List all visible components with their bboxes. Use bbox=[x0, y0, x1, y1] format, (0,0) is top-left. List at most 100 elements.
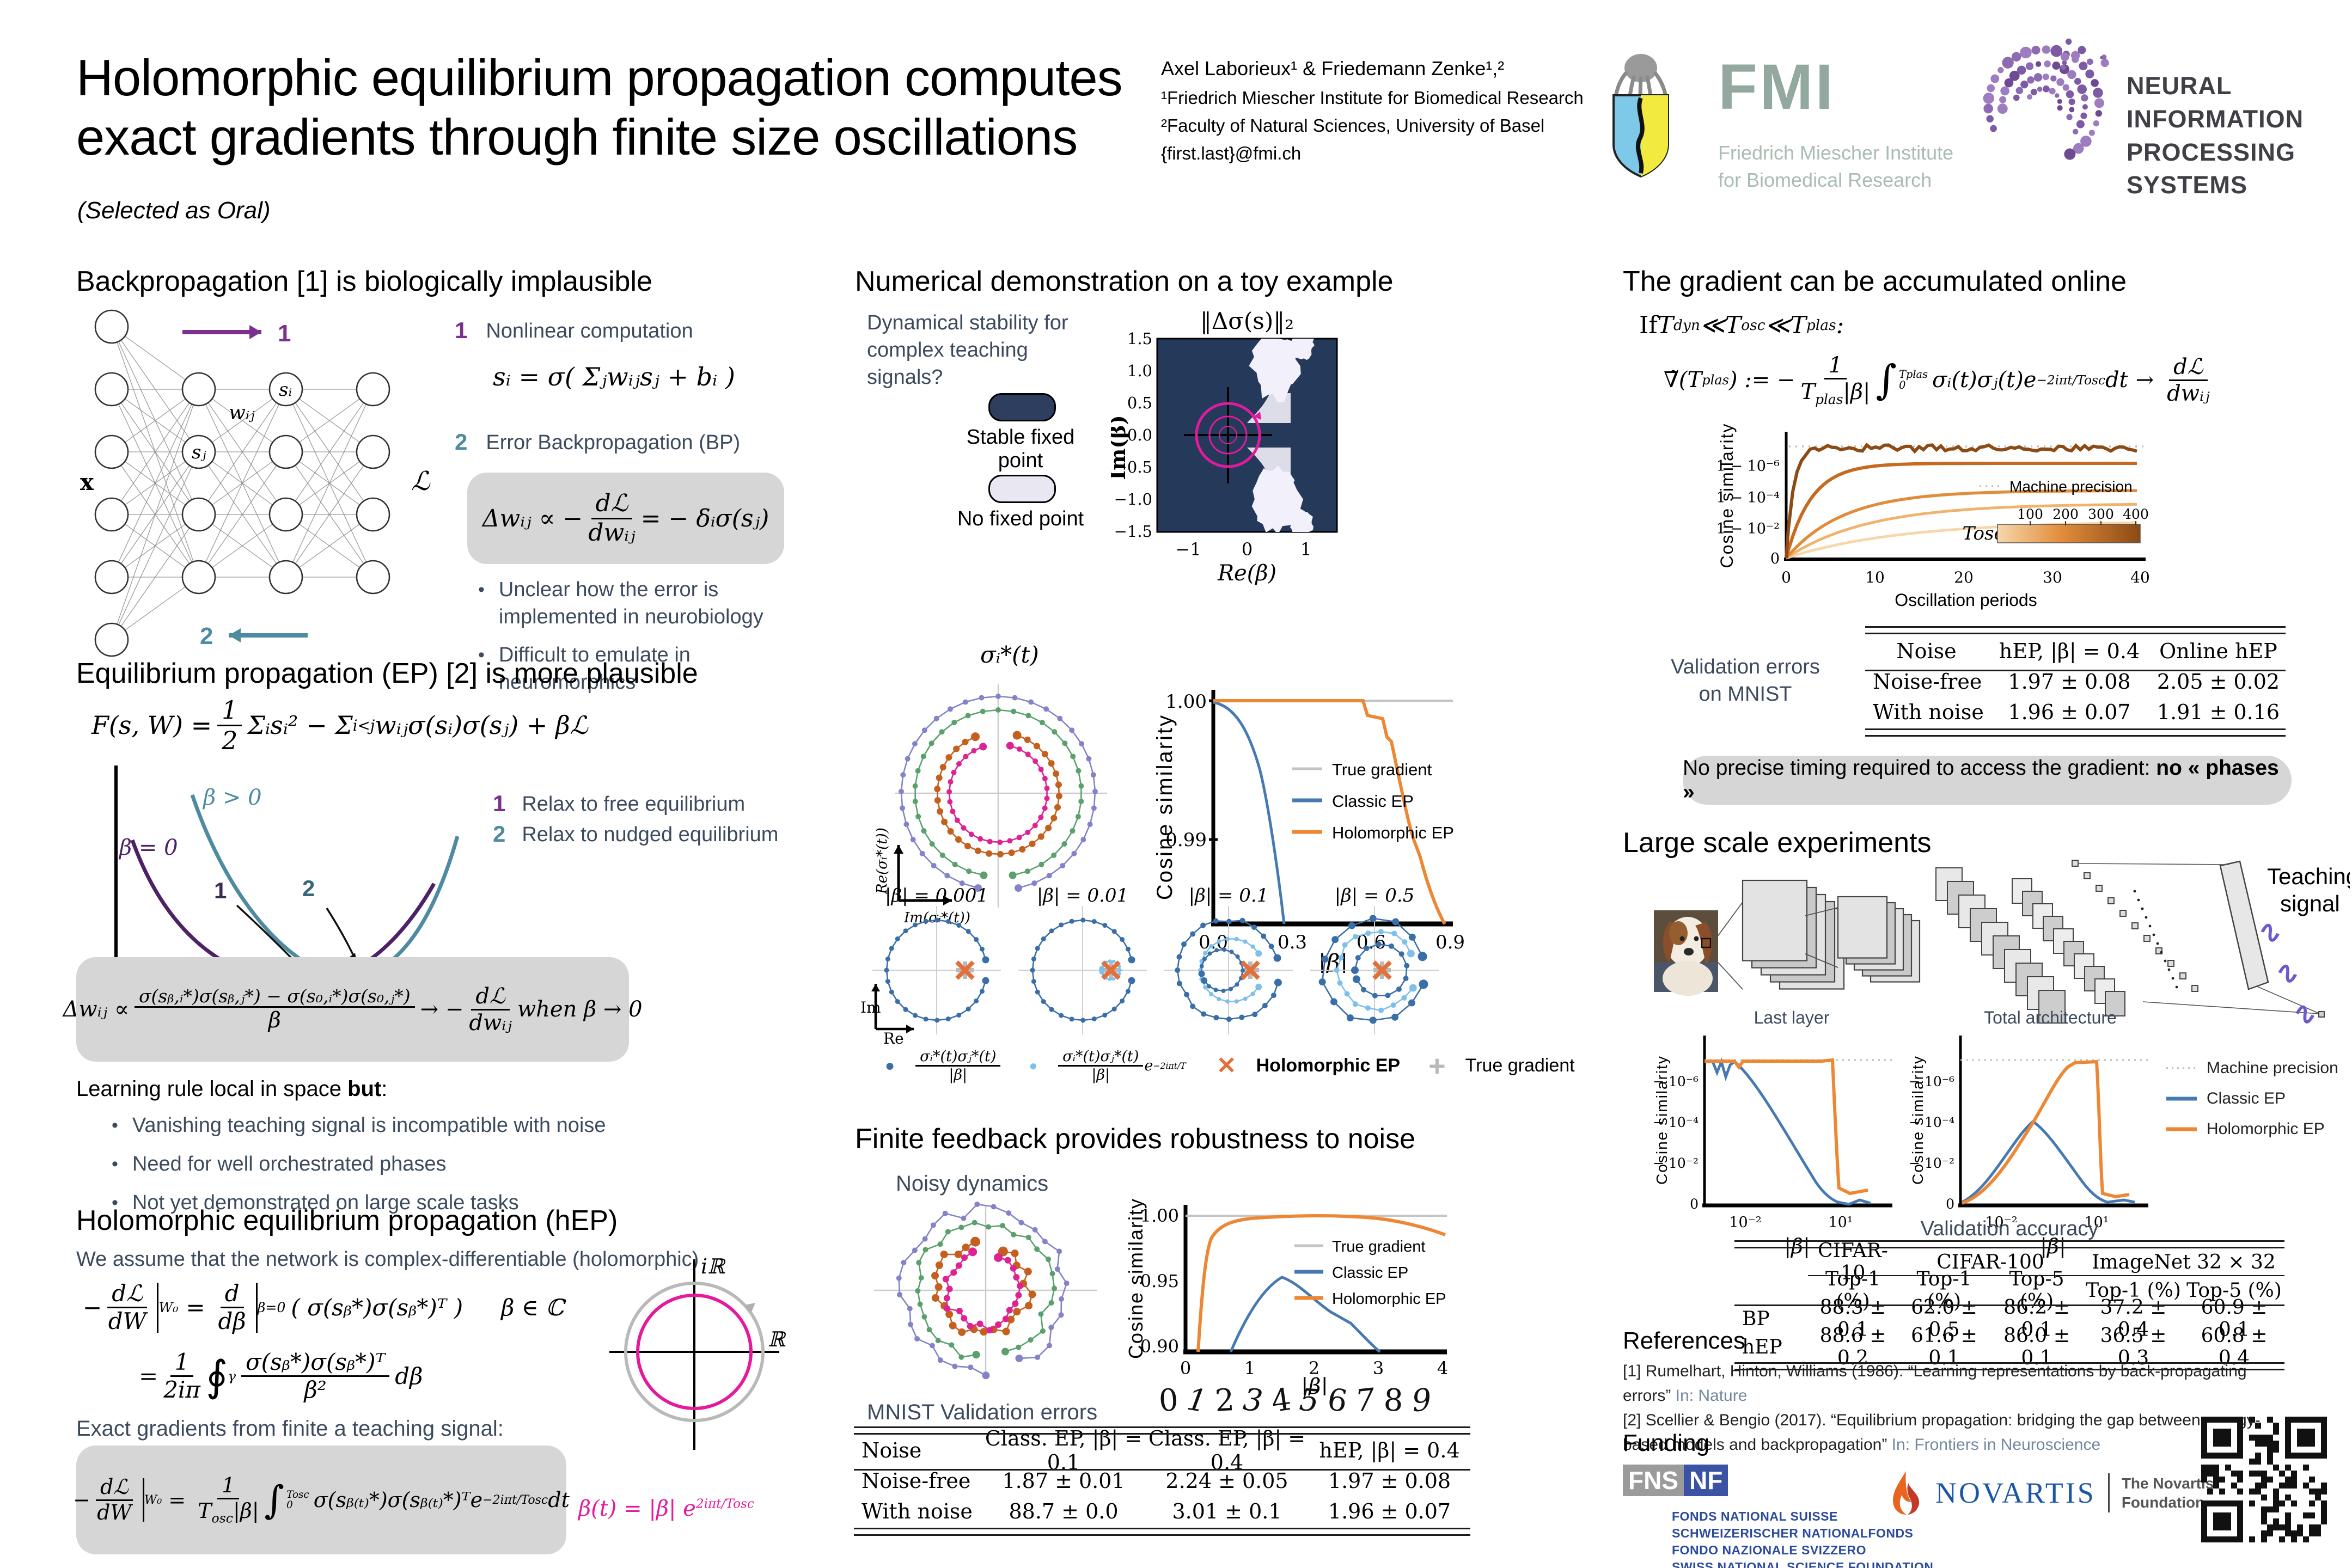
bp-step1: 1 Nonlinear computation bbox=[455, 317, 693, 345]
decorative-shape bbox=[1120, 937, 1125, 942]
large-leg-mp: Machine precision bbox=[2207, 1059, 2338, 1077]
decorative-shape bbox=[1239, 1014, 1245, 1020]
decorative-shape bbox=[1046, 1343, 1052, 1349]
decorative-shape bbox=[1369, 915, 1377, 922]
decorative-shape bbox=[979, 946, 985, 952]
decorative-shape bbox=[946, 789, 952, 795]
decorative-shape bbox=[1408, 999, 1415, 1007]
decorative-shape bbox=[2191, 985, 2198, 992]
decorative-shape bbox=[1407, 950, 1415, 958]
ta-yticks: 1 − 10⁻⁶ 1 − 10⁻⁴ 1 − 10⁻² 0 bbox=[1909, 1074, 1954, 1212]
decorative-shape bbox=[926, 1327, 932, 1333]
decorative-shape bbox=[111, 389, 199, 515]
decorative-shape bbox=[2321, 1500, 2327, 1506]
decorative-shape bbox=[1006, 1210, 1012, 1216]
decorative-shape bbox=[2095, 110, 2102, 117]
decorative-shape bbox=[951, 769, 957, 775]
decorative-shape bbox=[2261, 1530, 2267, 1536]
no-fixed-point-label: No fixed point bbox=[957, 507, 1084, 530]
cond-T1: T bbox=[1657, 311, 1674, 339]
decorative-shape bbox=[2094, 98, 2104, 108]
decorative-shape bbox=[1013, 1274, 1020, 1281]
svg-text:0.9: 0.9 bbox=[1435, 932, 1465, 953]
decorative-shape bbox=[2285, 1483, 2291, 1489]
svg-text:1 − 10⁻⁶: 1 − 10⁻⁶ bbox=[1909, 1074, 1954, 1089]
decorative-shape bbox=[962, 738, 969, 745]
decorative-shape bbox=[1241, 960, 1260, 980]
decorative-shape bbox=[2321, 1489, 2327, 1494]
decorative-shape bbox=[1351, 966, 1359, 974]
bp-eq2-num: dℒ bbox=[591, 489, 633, 519]
ep-upd-when: when β → 0 bbox=[517, 997, 643, 1022]
ll-ylabel: Cosine similarity bbox=[1653, 1055, 1670, 1185]
ep-plot-num2: 2 bbox=[302, 875, 315, 901]
decorative-shape bbox=[903, 928, 908, 934]
noisy-spiral-plot bbox=[874, 1202, 1097, 1380]
decorative-shape bbox=[995, 707, 1001, 713]
hep-exact-label: Exact gradients from finite a teaching s… bbox=[76, 1417, 504, 1441]
decorative-shape bbox=[1011, 708, 1017, 714]
section-online-heading: The gradient can be accumulated online bbox=[1623, 266, 2127, 297]
svg-text:∿: ∿ bbox=[2289, 994, 2322, 1033]
decorative-shape bbox=[2042, 74, 2049, 81]
decorative-shape bbox=[947, 828, 954, 835]
oeq-nabla2: ) := − bbox=[1728, 367, 1795, 393]
decorative-shape bbox=[919, 850, 925, 856]
decorative-shape bbox=[965, 713, 971, 719]
decorative-shape bbox=[2020, 80, 2029, 89]
spiral-title: σᵢ*(t) bbox=[980, 641, 1039, 668]
decorative-shape bbox=[1080, 1018, 1086, 1023]
decorative-shape bbox=[2291, 1536, 2297, 1542]
hep-eq1-f2d: dβ bbox=[218, 1308, 246, 1335]
decorative-shape bbox=[1983, 93, 1995, 104]
ep-upd-arrow: → − bbox=[420, 997, 464, 1022]
svg-text:−1.5: −1.5 bbox=[1114, 522, 1152, 541]
svg-text:Holomorphic EP: Holomorphic EP bbox=[1332, 823, 1454, 842]
decorative-shape bbox=[1078, 798, 1084, 804]
decorative-shape bbox=[1209, 944, 1214, 949]
decorative-shape bbox=[2237, 1471, 2243, 1477]
decorative-shape bbox=[1070, 828, 1076, 834]
ep-bullets: • Vanishing teaching signal is incompatib… bbox=[112, 1112, 738, 1228]
vacc-r0c2: 62.0 ± 0.5 bbox=[1911, 1296, 1977, 1341]
decorative-shape bbox=[958, 1224, 964, 1230]
decorative-shape bbox=[912, 783, 918, 789]
decorative-shape bbox=[2273, 1423, 2279, 1429]
decorative-shape bbox=[1355, 955, 1361, 961]
ep-step1-num: 1 bbox=[493, 791, 506, 816]
decorative-shape bbox=[2175, 985, 2178, 989]
decorative-shape bbox=[1203, 951, 1208, 955]
decorative-shape bbox=[931, 863, 937, 869]
decorative-shape bbox=[935, 1338, 941, 1344]
decorative-shape bbox=[980, 1328, 988, 1336]
teaching-signal-label1: Teaching bbox=[2267, 863, 2350, 889]
decorative-shape bbox=[961, 1254, 968, 1261]
decorative-shape bbox=[941, 818, 948, 825]
total-architecture-plot: Total architecture Cosine similarity 1 −… bbox=[1909, 1008, 2148, 1258]
ta-xlabel: |β| bbox=[2040, 1234, 2066, 1258]
toy-question: Dynamical stability for complex teaching… bbox=[867, 311, 1068, 389]
decorative-shape bbox=[1070, 754, 1076, 759]
mnist-r0c2: 2.24 ± 0.05 bbox=[1165, 1469, 1288, 1493]
toy-cosine-plot: Cosine similarity 1.000.99 0.0 0.3 0.6 0.9… bbox=[1153, 690, 1465, 973]
decorative-shape bbox=[923, 1016, 928, 1022]
decorative-shape bbox=[953, 745, 960, 752]
spiral-ylabel: Re(σᵢ*(t)) bbox=[876, 828, 890, 895]
ep-local-bold: but bbox=[347, 1077, 382, 1101]
decorative-shape bbox=[959, 880, 965, 886]
decorative-shape bbox=[1031, 880, 1037, 886]
rings-leg-f1n: σᵢ*(t)σⱼ*(t) bbox=[915, 1048, 1001, 1067]
hep-box-f1n: dℒ bbox=[96, 1475, 133, 1501]
decorative-shape bbox=[1997, 66, 2004, 74]
vacc-r0c0: BP bbox=[1742, 1307, 1770, 1330]
decorative-shape bbox=[2087, 58, 2093, 65]
decorative-shape bbox=[974, 884, 982, 892]
decorative-shape bbox=[1025, 1234, 1031, 1240]
hep-eq1-bar1sub: W₀ bbox=[158, 1300, 179, 1316]
svg-text:Classic EP: Classic EP bbox=[1332, 1264, 1408, 1282]
hep-box-int: ∫ bbox=[264, 1478, 285, 1522]
vacc-g2: ImageNet 32 × 32 bbox=[2092, 1251, 2276, 1273]
svg-text:0.5: 0.5 bbox=[1127, 394, 1152, 412]
decorative-shape bbox=[2315, 1489, 2321, 1494]
svg-text:True gradient: True gradient bbox=[1332, 1238, 1425, 1255]
